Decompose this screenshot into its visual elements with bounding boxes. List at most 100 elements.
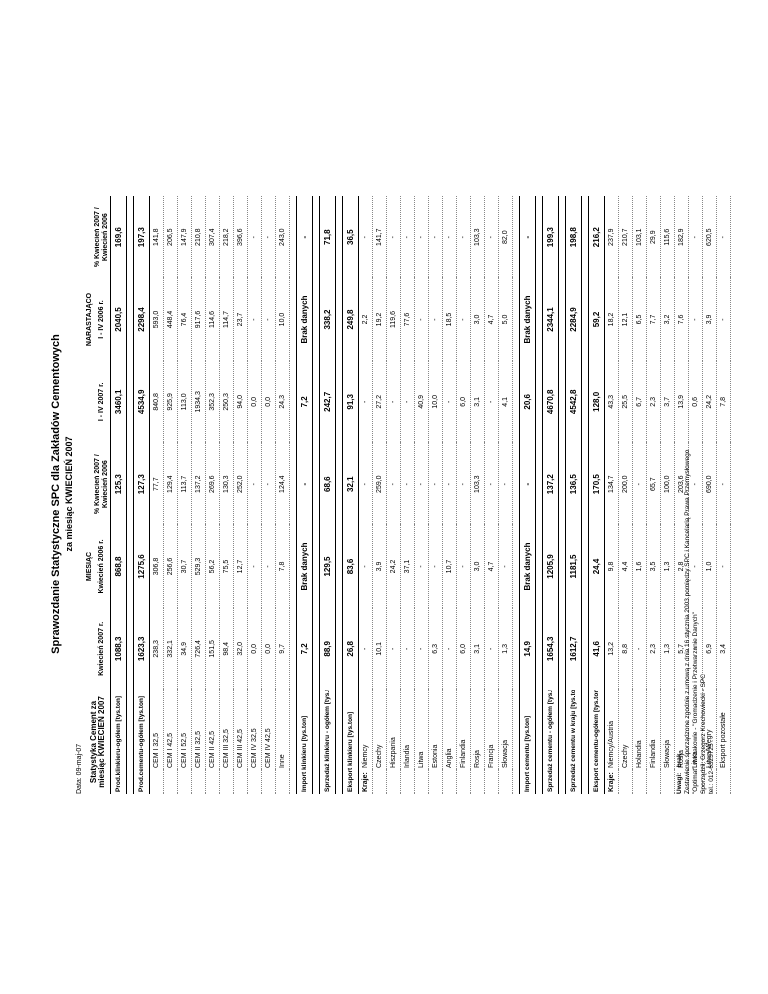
cell: 127,3: [133, 443, 150, 526]
cell: 114,7: [219, 278, 234, 361]
sub-row: CEM IV 32,5 0,0- -0,0- -: [247, 196, 262, 794]
cell: 252,0: [233, 443, 248, 526]
cell: 1654,3: [542, 607, 559, 690]
spacer-cell: [336, 196, 343, 794]
cell: 259,0: [372, 443, 387, 526]
cell: 36,5: [342, 196, 359, 279]
cell: 103,1: [632, 196, 647, 279]
cell: 14,9: [519, 607, 536, 690]
sub-row: CEM IV 42,5 0,0- -0,0- -: [261, 196, 276, 794]
cell: -: [442, 360, 457, 443]
main-row: Sprzedaż klinkieru - ogółem [tys.ton] 88,…: [319, 196, 336, 794]
main-row: Sprzedaż cementu - ogółem [tys.ton] 1654,…: [542, 196, 559, 794]
column-header: I - IV 2007 r.: [94, 360, 111, 443]
row-label: Hiszpania: [386, 689, 401, 770]
cell: 210,7: [618, 196, 633, 279]
cell: -: [296, 443, 313, 526]
cell: 113,0: [177, 360, 192, 443]
cell: 2344,1: [542, 278, 559, 361]
cell: 4,1: [498, 360, 513, 443]
row-label: Prod.cementu-ogółem [tys.ton]: [133, 689, 150, 794]
remarks: brak: [676, 753, 683, 768]
row-label: Estonia: [428, 689, 443, 770]
main-row: Import cementu [tys.ton] 14,9 Brak danych -…: [519, 196, 536, 794]
cell: 151,5: [205, 607, 220, 690]
cell: -: [358, 360, 373, 443]
cell: -: [716, 278, 731, 361]
cell: -: [400, 443, 415, 526]
indent: [470, 770, 485, 794]
cell: 2284,9: [565, 278, 582, 361]
cell: -: [386, 443, 401, 526]
cell: -: [261, 278, 276, 361]
cell: 2298,4: [133, 278, 150, 361]
indent: [456, 770, 471, 794]
cell: 88,9: [319, 607, 336, 690]
cell: 114,6: [205, 278, 220, 361]
cell: 726,4: [191, 607, 206, 690]
footer-line: Sporządził: Grzegorz Krechowiecki - SPC: [700, 674, 707, 794]
row-label: CEM I 42,5: [163, 689, 178, 770]
row-label: Import klinkieru [tys.ton]: [296, 689, 313, 794]
spacer-cell: [290, 196, 297, 794]
cell: 24,4: [588, 525, 605, 608]
cell: 1,6: [632, 525, 647, 608]
cell: 115,6: [660, 196, 675, 279]
cell: 3,5: [646, 525, 661, 608]
cell: 7,8: [275, 525, 290, 608]
cell: 129,4: [163, 443, 178, 526]
indent: [261, 770, 276, 794]
cell: 925,9: [163, 360, 178, 443]
cell: 91,3: [342, 360, 359, 443]
sub-row: Rosja 3,1 3,0 103,3 3,1 3,0 103,3: [470, 196, 485, 794]
spacer: [290, 196, 297, 794]
cell: 238,3: [149, 607, 164, 690]
sub-row: CEM III 32,5 98,4 75,5 130,3 250,3 114,7 218,2: [219, 196, 234, 794]
group-label: Kraje:: [604, 770, 619, 794]
cell: 119,6: [386, 278, 401, 361]
row-label: Import cementu [tys.ton]: [519, 689, 536, 794]
cell: 3,2: [660, 278, 675, 361]
cell: -: [716, 196, 731, 279]
cell: 256,6: [163, 525, 178, 608]
cell: 4542,8: [565, 360, 582, 443]
indent: [191, 770, 206, 794]
cell: -: [428, 443, 443, 526]
cell: -: [428, 196, 443, 279]
stats-table: Statystyka Cement za miesiąc KWIECIEŃ 20…: [86, 196, 731, 794]
cell: 24,3: [275, 360, 290, 443]
indent: [428, 770, 443, 794]
cell: -: [358, 525, 373, 608]
cell: 12,7: [233, 525, 248, 608]
spacer: [559, 196, 566, 794]
cell: 1088,3: [110, 607, 127, 690]
cell: 134,7: [604, 443, 619, 526]
cell: 9,7: [275, 607, 290, 690]
cell: 5,0: [498, 278, 513, 361]
cell: -: [386, 360, 401, 443]
cell: 352,3: [205, 360, 220, 443]
indent: [646, 770, 661, 794]
cell: 12,1: [618, 278, 633, 361]
sub-row: Finlandia 2,3 3,5 65,7 2,3 7,7 29,9: [646, 196, 661, 794]
row-label: Finlandia: [646, 689, 661, 770]
cell: -: [414, 525, 429, 608]
cell: -: [442, 443, 457, 526]
cell: 141,8: [149, 196, 164, 279]
cell: 0,0: [247, 607, 262, 690]
indent: [632, 770, 647, 794]
spacer: [582, 196, 589, 794]
cell: 24,2: [386, 525, 401, 608]
row-label: Francja: [484, 689, 499, 770]
cell: 82,0: [498, 196, 513, 279]
cell: 6,3: [428, 607, 443, 690]
footer-line: tel.: 012-6323725: [708, 743, 715, 794]
cell: 3,7: [660, 360, 675, 443]
cell: -: [358, 196, 373, 279]
cell: 32,1: [342, 443, 359, 526]
cell: 182,9: [674, 196, 689, 279]
sub-row: Czechy 10,1 3,9 259,0 27,2 19,2 141,7: [372, 196, 387, 794]
footer-line: "Optimat" w Krakowie - "Gromadzenie i Pr…: [692, 612, 699, 794]
cell: 338,2: [319, 278, 336, 361]
cell: 24,2: [702, 360, 717, 443]
